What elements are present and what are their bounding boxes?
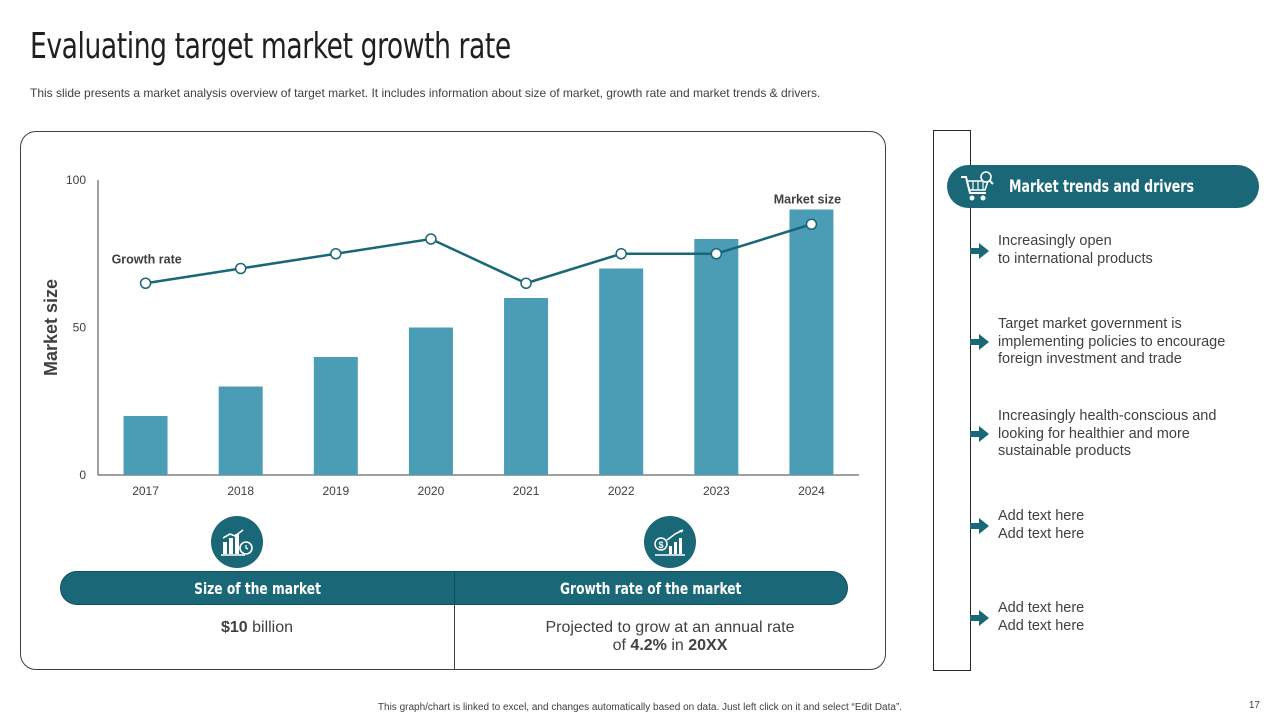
page-title: Evaluating target market growth rate [30, 26, 511, 67]
arrow-right-icon [970, 334, 989, 351]
growth-rate-point-2024 [805, 218, 818, 230]
y-axis-title: Market size [41, 279, 61, 376]
page-subtitle: This slide presents a market analysis ov… [30, 86, 821, 100]
growth-rate-annotation: Growth rate [112, 252, 182, 266]
growth-rate-point-2020 [425, 233, 437, 245]
size-of-market-header: Size of the market [61, 572, 455, 604]
x-tick-label: 2022 [608, 484, 635, 498]
bar-2023 [694, 239, 739, 475]
bar-chart-clock-icon [211, 516, 263, 568]
arrow-right-icon [970, 609, 989, 626]
bar-2019 [313, 357, 358, 475]
page-number: 17 [1248, 700, 1260, 711]
market-size-chart[interactable]: 0 50 100 Market size 2017 2018 2019 2020 2021 202… [30, 160, 870, 510]
trends-side-frame [933, 130, 971, 671]
bar-2018 [218, 386, 263, 475]
y-tick-label: 50 [73, 321, 87, 335]
growth-rate-point-2017 [139, 277, 152, 289]
trends-header: Market trends and drivers [947, 165, 1259, 208]
growth-rate-point-2019 [330, 248, 342, 260]
trend-item: Add text here Add text here [970, 600, 1260, 635]
summary-header: Size of the market Growth rate of the ma… [60, 571, 848, 605]
trend-item: Increasingly open to international produc… [970, 233, 1260, 268]
growth-rate-point-2023 [710, 248, 723, 260]
trend-item: Add text here Add text here [970, 508, 1260, 543]
footer-note: This graph/chart is linked to excel, and… [377, 702, 903, 713]
growth-rate-point-2022 [615, 248, 627, 260]
bar-2020 [408, 327, 453, 475]
shopping-cart-search-icon [957, 167, 997, 207]
y-tick-label: 0 [79, 468, 86, 482]
trend-item: Increasingly health-conscious and looking… [970, 408, 1260, 461]
bar-2022 [599, 268, 644, 475]
chart-card [20, 131, 886, 670]
growth-rate-point-2021 [520, 277, 532, 289]
svg-text:$: $ [658, 540, 663, 550]
arrow-right-icon [970, 426, 989, 443]
x-tick-label: 2023 [703, 484, 730, 498]
x-tick-label: 2020 [418, 484, 445, 498]
growth-rate-point-2018 [234, 262, 247, 275]
x-tick-label: 2019 [322, 484, 349, 498]
growth-rate-value: Projected to grow at an annual rate of 4… [545, 619, 795, 654]
growth-rate-header: Growth rate of the market [560, 578, 742, 598]
market-size-value: $10 billion [220, 619, 294, 636]
dollar-growth-icon: $ [644, 516, 696, 568]
x-tick-label: 2018 [227, 484, 254, 498]
market-size-annotation: Market size [774, 193, 841, 207]
arrow-right-icon [970, 242, 989, 259]
x-tick-label: 2021 [513, 484, 540, 498]
trend-item: Target market government is implementing … [970, 316, 1260, 369]
x-tick-label: 2024 [798, 484, 825, 498]
bar-2017 [123, 416, 168, 475]
bar-2021 [504, 298, 549, 475]
trends-header-label: Market trends and drivers [1009, 176, 1194, 197]
summary-divider [454, 605, 455, 670]
x-tick-label: 2017 [132, 484, 159, 498]
y-tick-label: 100 [66, 173, 86, 187]
bar-2024 [789, 209, 834, 475]
arrow-right-icon [970, 517, 989, 534]
growth-rate-line [145, 223, 812, 285]
